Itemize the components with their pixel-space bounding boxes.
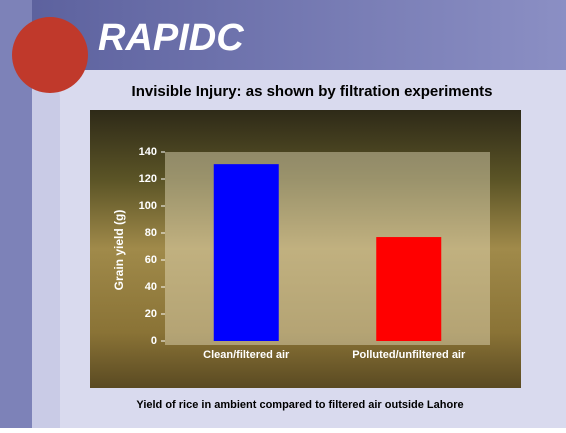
y-tick-label: 0 — [151, 335, 157, 347]
logo: RAPIDC — [98, 17, 244, 59]
page: {"header": {"logo": "RAPIDC", "title": "… — [0, 0, 566, 433]
x-tick-label: Clean/filtered air — [203, 349, 290, 361]
y-tick-label: 80 — [145, 227, 157, 239]
y-axis-label: Grain yield (g) — [112, 210, 126, 291]
x-tick-label: Polluted/unfiltered air — [352, 349, 466, 361]
curve — [32, 70, 60, 428]
bar — [214, 164, 279, 341]
caption: Yield of rice in ambient compared to fil… — [136, 399, 463, 411]
y-tick-label: 140 — [139, 146, 157, 158]
y-tick-label: 120 — [139, 173, 157, 185]
slide-title: Invisible Injury: as shown by filtration… — [132, 83, 493, 100]
y-tick-label: 100 — [139, 200, 157, 212]
logo-circle — [12, 17, 88, 93]
slide: RAPIDC Invisible Injury: as shown by fil… — [0, 0, 566, 428]
y-tick-label: 40 — [145, 281, 157, 293]
y-tick-label: 20 — [145, 308, 157, 320]
y-tick-label: 60 — [145, 254, 157, 266]
bar — [376, 237, 441, 341]
